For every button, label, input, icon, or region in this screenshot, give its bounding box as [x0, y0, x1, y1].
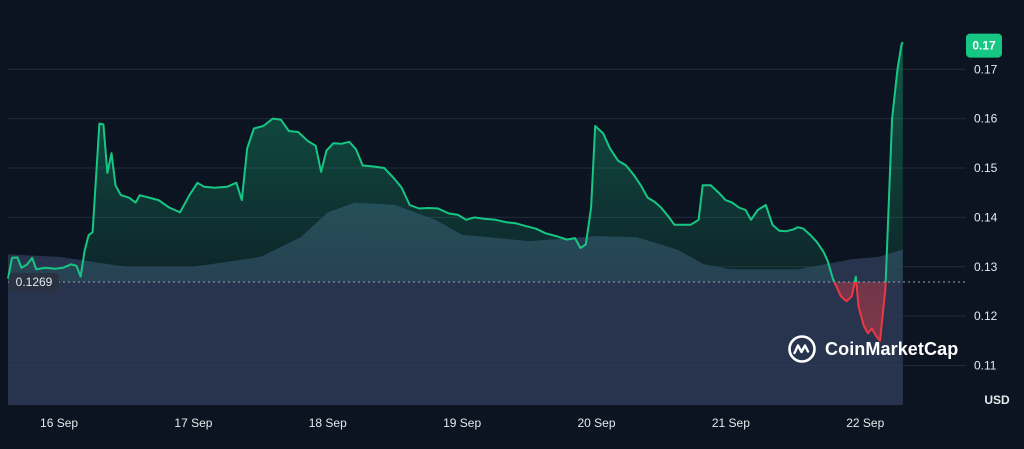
x-tick-label: 20 Sep: [577, 416, 615, 430]
baseline-price-badge: 0.1269: [9, 273, 59, 292]
y-tick-label: 0.11: [974, 359, 997, 373]
baseline-price-badge-bg: [9, 273, 59, 292]
y-axis-unit-label: USD: [984, 393, 1010, 407]
y-tick-label: 0.17: [974, 62, 998, 76]
baseline-price-label: 0.1269: [16, 275, 53, 289]
y-tick-label: 0.15: [974, 161, 998, 175]
price-series: [7, 41, 904, 342]
y-tick-label: 0.16: [974, 112, 998, 126]
x-tick-label: 18 Sep: [309, 416, 347, 430]
y-tick-label: 0.12: [974, 309, 998, 323]
x-tick-label: 16 Sep: [40, 416, 78, 430]
y-tick-label: 0.13: [974, 260, 998, 274]
x-tick-label: 17 Sep: [174, 416, 212, 430]
y-axis: 0.11 0.12 0.13 0.14 0.15 0.16 0.17: [974, 62, 998, 372]
x-tick-label: 21 Sep: [712, 416, 750, 430]
x-tick-label: 22 Sep: [846, 416, 884, 430]
price-line-above: [7, 41, 904, 283]
x-tick-label: 19 Sep: [443, 416, 481, 430]
brand-name: CoinMarketCap: [825, 338, 959, 359]
current-price-badge: 0.17: [966, 33, 1002, 58]
current-price-label: 0.17: [972, 39, 996, 53]
brand-watermark: CoinMarketCap: [787, 333, 958, 365]
price-area-above: [8, 42, 903, 283]
coinmarketcap-logo-icon: [788, 335, 816, 363]
x-axis: 16 Sep 17 Sep 18 Sep 19 Sep 20 Sep 21 Sep 22 S…: [40, 416, 885, 430]
y-tick-label: 0.14: [974, 210, 998, 224]
current-price-badge-bg: [966, 33, 1002, 58]
